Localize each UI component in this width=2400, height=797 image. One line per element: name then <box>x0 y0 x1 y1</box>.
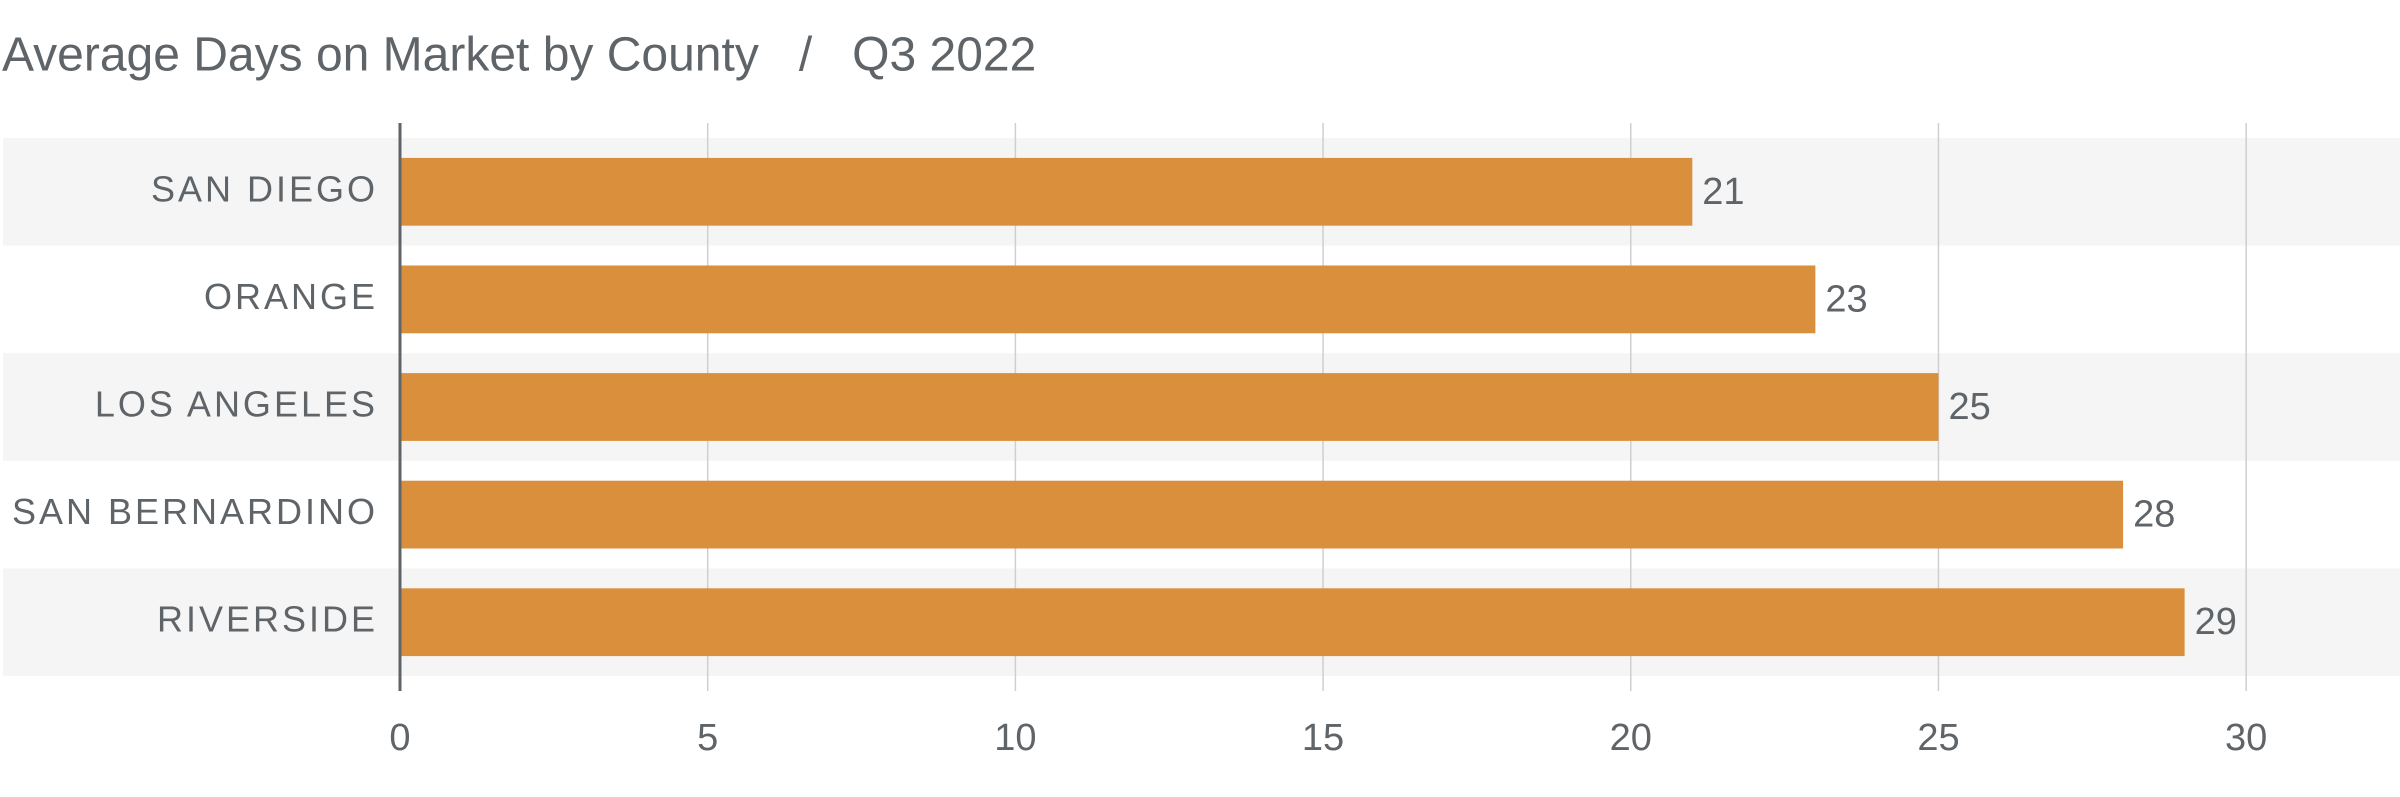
x-tick-label: 20 <box>1610 717 1652 759</box>
x-tick-label: 5 <box>697 717 718 759</box>
x-tick-label: 15 <box>1302 717 1344 759</box>
bar <box>400 265 1816 334</box>
value-label: 28 <box>2133 494 2175 536</box>
y-tick-label: ORANGE <box>204 276 378 317</box>
y-tick-label: SAN DIEGO <box>151 168 378 209</box>
y-tick-label: LOS ANGELES <box>95 384 378 425</box>
bar <box>400 480 2124 549</box>
value-label: 21 <box>1702 171 1744 213</box>
x-tick-label: 0 <box>389 717 410 759</box>
y-tick-label: SAN BERNARDINO <box>12 491 378 532</box>
value-label: 23 <box>1825 278 1867 320</box>
bar <box>400 588 2185 657</box>
y-tick-label: RIVERSIDE <box>157 599 378 640</box>
value-label: 29 <box>2195 601 2237 643</box>
x-tick-label: 30 <box>2225 717 2267 759</box>
value-label: 25 <box>1948 386 1990 428</box>
x-tick-label: 25 <box>1917 717 1959 759</box>
bar <box>400 373 1939 441</box>
x-tick-label: 10 <box>994 717 1036 759</box>
bar <box>400 157 1693 226</box>
chart-title: Average Days on Market by County / Q3 20… <box>2 29 1036 82</box>
